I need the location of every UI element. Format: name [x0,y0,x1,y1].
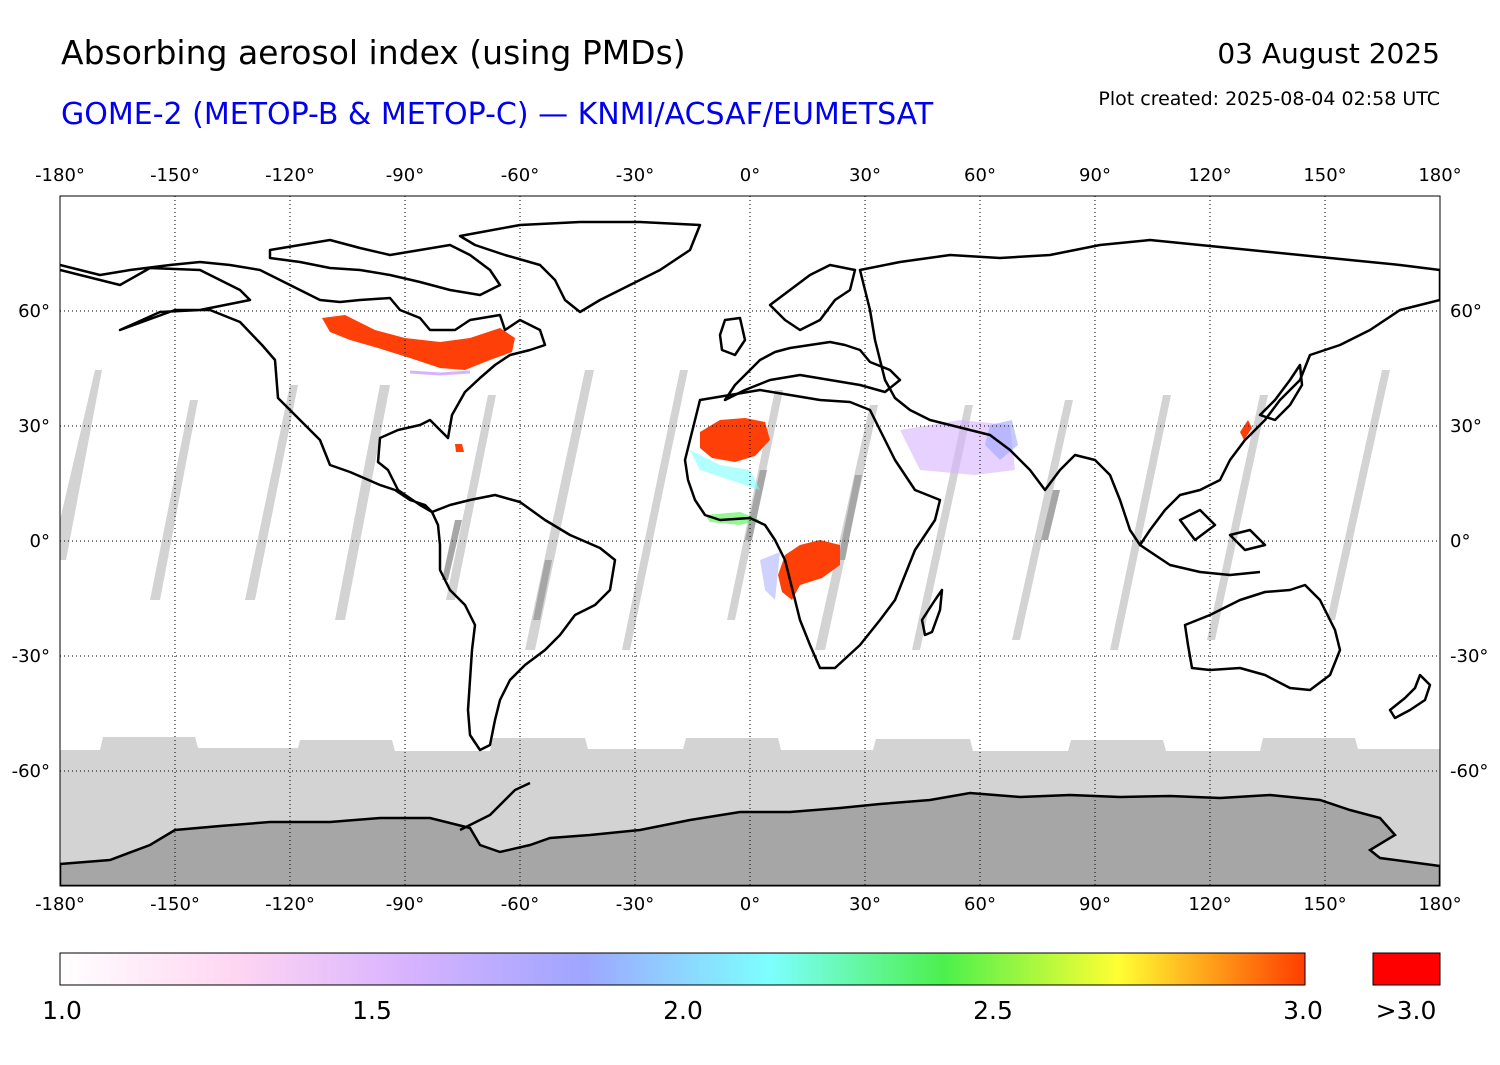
lat-tick-label-right: -30° [1450,646,1488,667]
lon-tick-label-top: 60° [964,165,996,186]
lon-tick-label-top: 150° [1303,165,1346,186]
lon-tick-label-bottom: 60° [964,894,996,915]
lon-tick-label-bottom: -30° [616,894,654,915]
colorbar-over-label: >3.0 [1375,996,1437,1025]
map-content [60,196,1440,886]
lon-tick-label-top: -120° [265,165,315,186]
coast-arctic-islands [268,238,502,297]
coast-british-isles [718,316,747,357]
lat-tick-label-right: -60° [1450,761,1488,782]
lat-tick-label-right: 0° [1450,531,1470,552]
colorbar-over-swatch [1372,952,1441,986]
lon-tick-label-bottom: -180° [35,894,85,915]
lat-tick-label-left: 30° [18,416,50,437]
colorbar-label-1: 1.0 [42,996,82,1025]
map-frame [59,195,1441,887]
coast-australia [1183,583,1342,692]
colorbar-label-5: 3.0 [1283,996,1323,1025]
lon-tick-label-bottom: 0° [740,894,760,915]
lon-tick-label-bottom: -60° [501,894,539,915]
plume-west-africa-dust [700,418,770,462]
plume-caribbean [455,444,464,452]
antarctic-peninsula [459,781,531,832]
colorbar [59,952,1306,986]
plume-canada-smoke [322,315,515,370]
gridlines [60,196,1440,886]
lat-tick-label-right: 60° [1450,301,1482,322]
lon-tick-label-top: -60° [501,165,539,186]
coast-japan [1258,363,1304,422]
lon-tick-label-top: 180° [1418,165,1461,186]
lon-tick-label-top: 90° [1079,165,1111,186]
plume-canada-halo [409,370,471,376]
coast-greenland [458,220,702,314]
orbit-gap-swaths-dark [442,470,1060,620]
colorbar-label-2: 1.5 [352,996,392,1025]
map-title: Absorbing aerosol index (using PMDs) [61,33,686,72]
lon-tick-label-bottom: -150° [150,894,200,915]
coast-new-zealand [1388,673,1432,720]
lon-tick-label-top: 0° [740,165,760,186]
coast-asia [858,238,1440,547]
plot-created-timestamp: Plot created: 2025-08-04 02:58 UTC [1098,88,1440,110]
plume-west-africa-halo [690,450,760,490]
lon-tick-label-top: -180° [35,165,85,186]
axis-ticks: -180° -180° -150° -150° -120° -120° -90° -90° -6… [12,165,1489,915]
lon-tick-label-bottom: 180° [1418,894,1461,915]
lat-tick-label-left: 0° [30,531,50,552]
colorbar-label-4: 2.5 [973,996,1013,1025]
lon-tick-label-top: -90° [386,165,424,186]
lon-tick-label-bottom: 90° [1079,894,1111,915]
colorbar-label-3: 2.0 [663,996,703,1025]
lon-tick-label-top: -150° [150,165,200,186]
plume-central-africa [778,540,840,600]
lon-tick-label-top: -30° [616,165,654,186]
coast-north-america [60,260,547,514]
lon-tick-label-top: 120° [1188,165,1231,186]
map-date: 03 August 2025 [1217,37,1440,70]
coastlines [60,220,1440,752]
lat-tick-label-left: -60° [12,761,50,782]
coast-indonesia [1139,508,1267,577]
lat-tick-label-right: 30° [1450,416,1482,437]
plume-japan [1240,420,1252,440]
coast-scandinavia [768,263,857,332]
lat-tick-label-left: 60° [18,301,50,322]
coast-madagascar [920,588,944,637]
lon-tick-label-top: 30° [849,165,881,186]
lon-tick-label-bottom: -90° [386,894,424,915]
coast-africa [683,388,942,670]
lon-tick-label-bottom: 120° [1188,894,1231,915]
map-subtitle: GOME-2 (METOP-B & METOP-C) — KNMI/ACSAF/… [61,97,934,132]
lat-tick-label-left: -30° [12,646,50,667]
lon-tick-label-bottom: 150° [1303,894,1346,915]
coast-south-america [430,493,617,752]
lon-tick-label-bottom: 30° [849,894,881,915]
plume-central-africa-halo [760,552,780,600]
lon-tick-label-bottom: -120° [265,894,315,915]
